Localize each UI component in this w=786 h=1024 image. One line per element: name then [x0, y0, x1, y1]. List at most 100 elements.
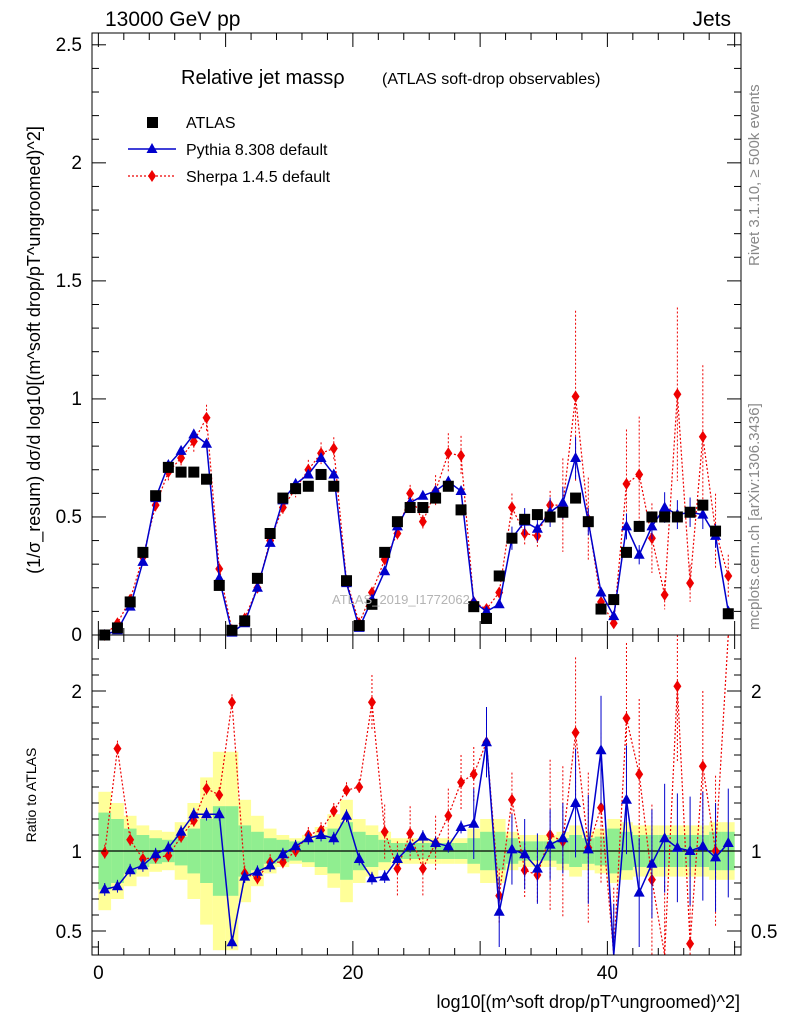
ratio-pythia-point — [404, 840, 416, 851]
main-y-tick-label: 1 — [71, 389, 82, 410]
atlas-point — [213, 579, 225, 591]
ratio-sherpa-point — [202, 782, 211, 795]
ratio-pythia-point — [557, 832, 569, 843]
ratio-pythia-point — [226, 936, 238, 947]
sherpa-point — [571, 390, 580, 403]
atlas-point — [201, 473, 213, 485]
atlas-point — [391, 516, 403, 528]
ratio-sherpa-point — [227, 696, 236, 709]
ratio-pythia-point — [341, 809, 353, 820]
header-process: 13000 GeV pp — [105, 8, 241, 31]
ratio-pythia-point — [468, 817, 480, 828]
pythia-point — [493, 598, 505, 609]
sherpa-point — [673, 388, 682, 401]
ratio-pythia-point — [493, 905, 505, 916]
pythia-point — [315, 451, 327, 462]
ratio-pythia-point — [595, 744, 607, 755]
sherpa-point — [215, 562, 224, 575]
pythia-point — [213, 572, 225, 583]
main-y-tick-label: 2.5 — [56, 35, 82, 56]
atlas-point — [608, 594, 620, 606]
legend-pythia-label: Pythia 8.308 default — [186, 142, 328, 159]
pythia-point — [175, 444, 187, 455]
ratio-sherpa-point — [355, 781, 364, 793]
pythia-point — [531, 522, 543, 533]
atlas-point — [557, 506, 569, 518]
pythia-point — [455, 484, 467, 495]
atlas-point — [315, 468, 327, 480]
ratio-pythia-point — [290, 840, 302, 851]
main-y-tick-label: 0 — [71, 625, 82, 646]
sherpa-point — [660, 588, 669, 601]
ratio-sherpa-point — [393, 862, 402, 875]
pythia-point — [302, 468, 314, 479]
ratio-pythia-point — [480, 736, 492, 747]
atlas-point — [251, 572, 263, 584]
pythia-point — [201, 437, 213, 448]
x-tick-label: 0 — [93, 963, 104, 984]
ratio-pythia-point — [582, 843, 594, 854]
ratio-y-tick-label: 2 — [71, 682, 82, 703]
atlas-point — [137, 546, 149, 558]
atlas-point — [124, 596, 136, 608]
pythia-point — [620, 520, 632, 531]
main-y-tick-label: 0.5 — [56, 507, 82, 528]
legend-sherpa-label: Sherpa 1.4.5 default — [186, 169, 331, 186]
atlas-point — [277, 492, 289, 504]
atlas-point — [570, 492, 582, 504]
sherpa-point — [329, 442, 338, 455]
ratio-pythia-point — [111, 880, 123, 891]
sherpa-point — [177, 451, 186, 464]
pythia-point — [264, 536, 276, 547]
pythia-point — [430, 484, 442, 495]
main-title: Relative jet massρ — [181, 67, 345, 89]
atlas-point — [710, 525, 722, 537]
atlas-point — [455, 504, 467, 516]
x-tick-label: 20 — [342, 963, 363, 984]
sherpa-point — [202, 411, 211, 424]
atlas-point — [493, 570, 505, 582]
sherpa-point — [724, 569, 733, 582]
ratio-y-tick-label-right: 1 — [751, 842, 762, 863]
sherpa-point — [406, 487, 415, 500]
ratio-pythia-point — [124, 864, 136, 875]
atlas-point — [379, 546, 391, 558]
sherpa-point — [635, 468, 644, 481]
pythia-point — [188, 428, 200, 439]
atlas-point — [188, 466, 200, 478]
ratio-pythia-point — [188, 808, 200, 819]
pythia-point — [646, 520, 658, 531]
atlas-point — [366, 598, 378, 610]
ratio-pythia-point — [302, 832, 314, 843]
atlas-point — [531, 509, 543, 521]
ratio-y-tick-label: 1 — [71, 842, 82, 863]
ratio-sherpa-point — [597, 801, 606, 814]
ratio-pythia-point — [264, 859, 276, 870]
ratio-y-tick-label-right: 2 — [751, 682, 762, 703]
ratio-pythia-point — [697, 840, 709, 851]
ratio-sherpa-point — [380, 825, 389, 838]
ratio-sherpa-point — [571, 726, 580, 739]
ratio-pythia-point — [150, 848, 162, 859]
atlas-point — [697, 499, 709, 511]
atlas-point — [264, 527, 276, 539]
main-title-suffix: (ATLAS soft-drop observables) — [382, 71, 600, 88]
atlas-point — [353, 620, 365, 632]
ratio-pythia-point — [201, 808, 213, 819]
atlas-point — [646, 511, 658, 523]
ratio-sherpa-point — [469, 768, 478, 781]
atlas-point — [162, 461, 174, 473]
pythia-point — [633, 548, 645, 559]
ratio-pythia-point — [506, 843, 518, 854]
main-y-tick-label: 2 — [71, 153, 82, 174]
ratio-sherpa-point — [164, 849, 173, 862]
pythia-point — [480, 605, 492, 616]
ratio-sherpa-point — [622, 712, 631, 725]
ratio-sherpa-point — [444, 809, 453, 822]
ratio-pythia-point — [213, 808, 225, 819]
legend-sherpa-marker — [148, 170, 156, 182]
pythia-point — [137, 555, 149, 566]
sherpa-point — [457, 449, 466, 462]
ratio-pythia-point — [633, 886, 645, 897]
